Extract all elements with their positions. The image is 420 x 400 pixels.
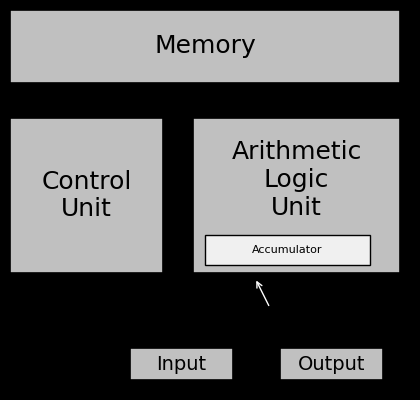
Text: Output: Output (298, 354, 365, 374)
Text: Control
Unit: Control Unit (41, 170, 132, 222)
Bar (10, 10, 400, 83)
Bar (130, 348, 233, 380)
Text: Memory: Memory (154, 34, 256, 58)
Text: Arithmetic
Logic
Unit: Arithmetic Logic Unit (231, 140, 362, 220)
Bar (193, 118, 400, 273)
Bar (205, 235, 370, 265)
Bar (280, 348, 383, 380)
Bar (10, 118, 163, 273)
Text: Accumulator: Accumulator (252, 245, 323, 255)
Text: Input: Input (156, 354, 207, 374)
